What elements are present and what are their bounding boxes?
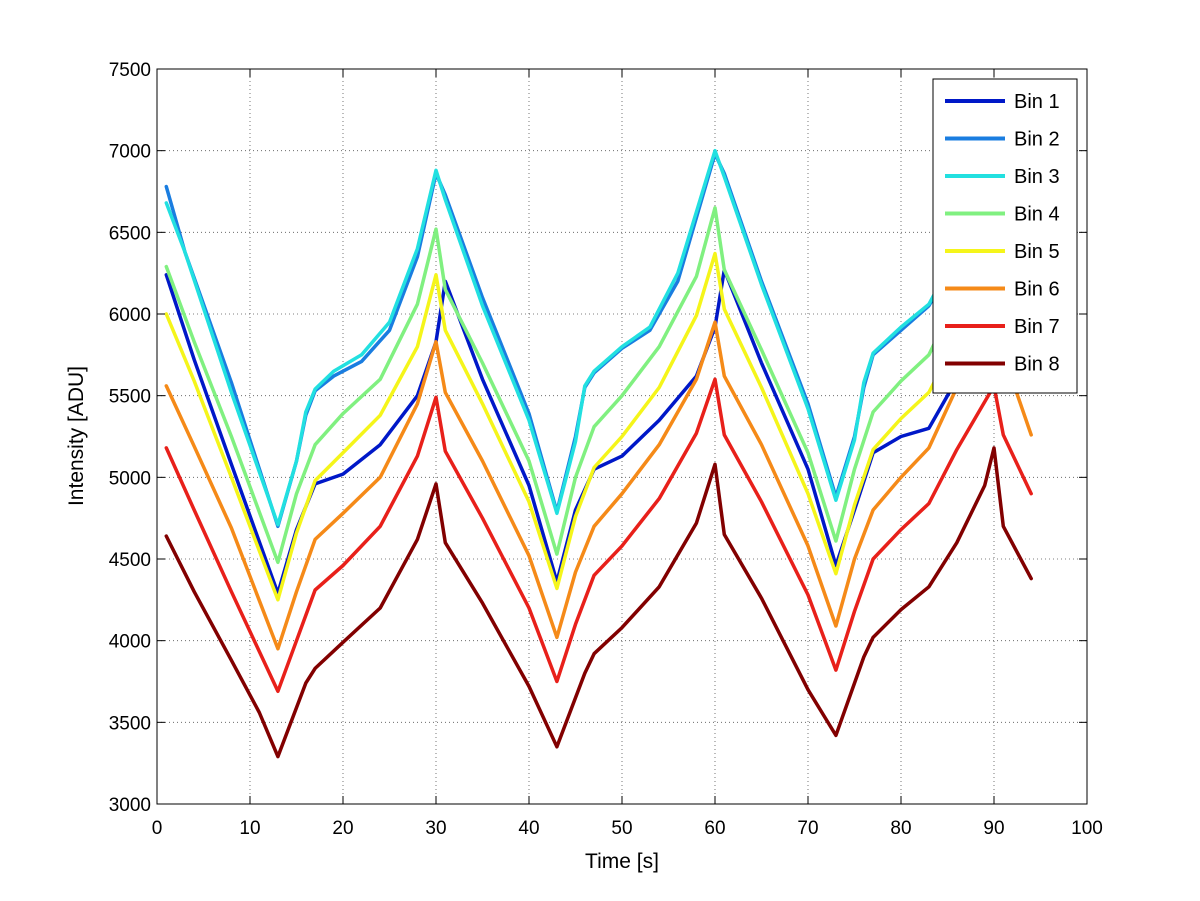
x-tick-label: 50 bbox=[611, 818, 632, 839]
y-tick-label: 7500 bbox=[109, 60, 151, 81]
y-axis-title: Intensity [ADU] bbox=[65, 366, 88, 506]
x-tick-label: 10 bbox=[239, 818, 260, 839]
legend-label-bin-2: Bin 2 bbox=[1014, 129, 1060, 151]
legend-label-bin-1: Bin 1 bbox=[1014, 91, 1060, 113]
series-line-bin-5 bbox=[164, 251, 996, 602]
x-tick-label: 30 bbox=[425, 818, 446, 839]
x-tick-label: 0 bbox=[152, 818, 163, 839]
legend-label-bin-5: Bin 5 bbox=[1014, 241, 1060, 263]
x-tick-label: 100 bbox=[1071, 818, 1103, 839]
y-tick-label: 4000 bbox=[109, 632, 151, 653]
x-axis-title: Time [s] bbox=[585, 850, 659, 873]
y-tick-label: 7000 bbox=[109, 142, 151, 163]
x-tick-label: 90 bbox=[983, 818, 1004, 839]
legend-label-bin-6: Bin 6 bbox=[1014, 279, 1060, 301]
y-tick-label: 6500 bbox=[109, 223, 151, 244]
legend-label-bin-4: Bin 4 bbox=[1014, 204, 1060, 226]
x-tick-label: 60 bbox=[704, 818, 725, 839]
series-line-bin-3 bbox=[164, 148, 996, 527]
series-line-bin-8 bbox=[164, 446, 1033, 759]
x-tick-label: 80 bbox=[890, 818, 911, 839]
legend-label-bin-8: Bin 8 bbox=[1014, 354, 1060, 376]
y-tick-label: 3000 bbox=[109, 795, 151, 816]
y-tick-label: 3500 bbox=[109, 713, 151, 734]
y-tick-label: 5000 bbox=[109, 468, 151, 489]
legend-label-bin-3: Bin 3 bbox=[1014, 166, 1060, 188]
x-tick-label: 40 bbox=[518, 818, 539, 839]
y-tick-label: 5500 bbox=[109, 387, 151, 408]
series-line-bin-7 bbox=[164, 377, 1033, 694]
series-line-bin-6 bbox=[164, 320, 1033, 651]
legend: Bin 1 Bin 2 Bin 3 Bin 4 Bin 5 Bin 6 Bin 7 Bin 8 bbox=[932, 78, 1078, 394]
x-tick-label: 70 bbox=[797, 818, 818, 839]
legend-label-bin-7: Bin 7 bbox=[1014, 316, 1060, 338]
x-tick-label: 20 bbox=[332, 818, 353, 839]
y-tick-label: 6000 bbox=[109, 305, 151, 326]
legend-box bbox=[932, 78, 1078, 394]
axis-ticks: 0 10 20 30 40 50 60 70 80 90 100 3000 3500 4000 4500 50… bbox=[109, 60, 1103, 839]
series-line-bin-4 bbox=[164, 206, 996, 565]
series-lines bbox=[164, 148, 1033, 759]
y-tick-label: 4500 bbox=[109, 550, 151, 571]
